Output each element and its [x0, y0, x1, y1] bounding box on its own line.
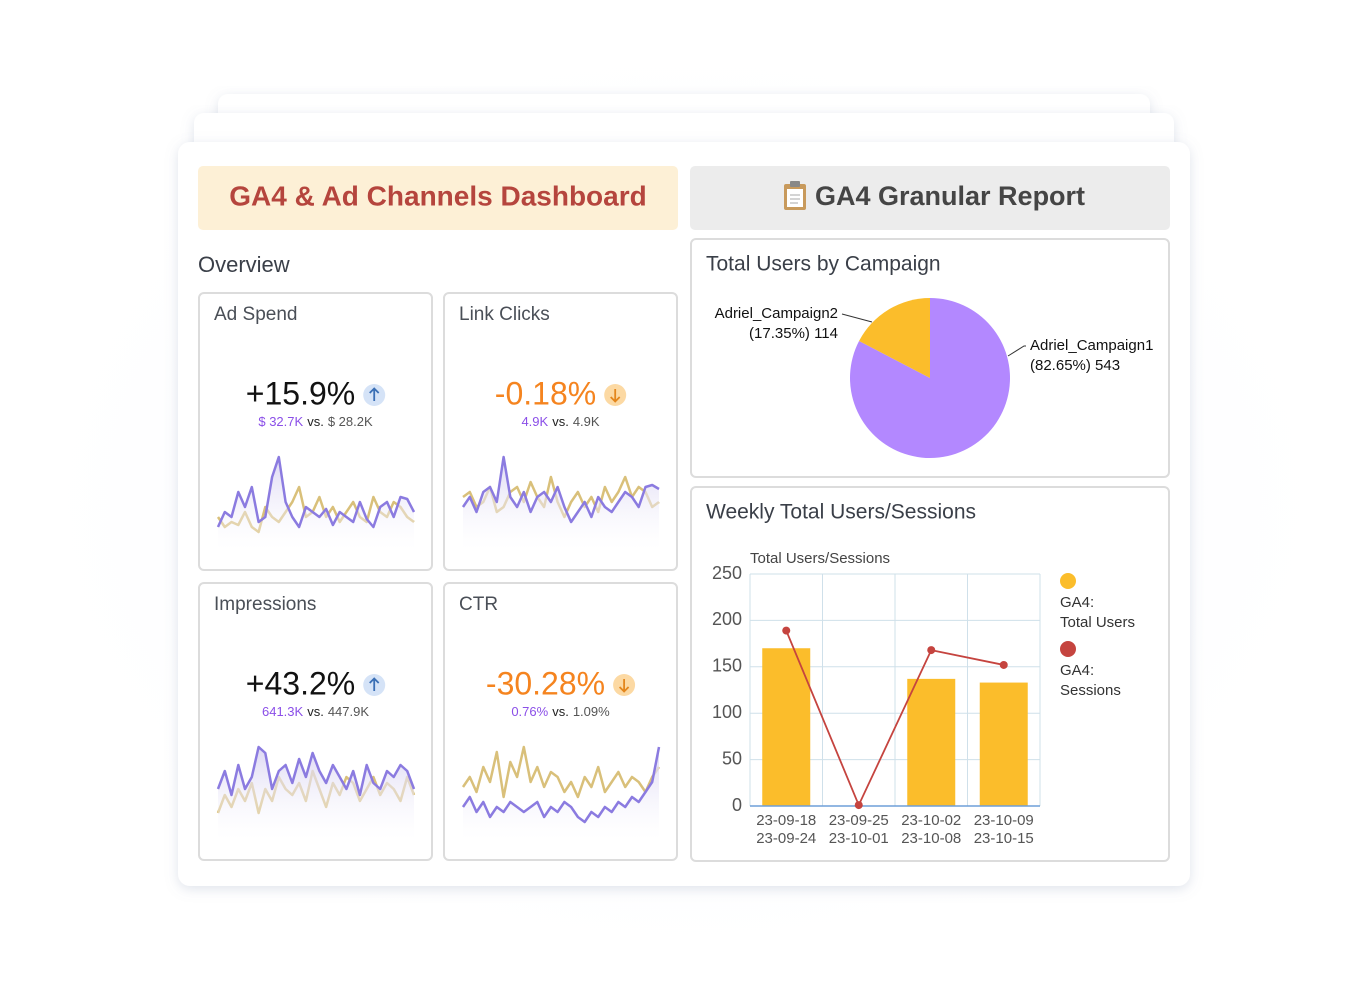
report-button-label[interactable]: GA4 Granular Report [815, 181, 1085, 211]
y-tick-label: 100 [712, 702, 742, 722]
chart-title: Weekly Total Users/Sessions [706, 501, 976, 524]
chart-title: Total Users by Campaign [706, 253, 941, 276]
section-title: Overview [198, 252, 290, 277]
x-tick-label: 23-09-25 23-10-01 [829, 812, 889, 847]
sparkline-area [463, 457, 659, 550]
kpi-comparison: $ 32.7K vs. $ 28.2K [258, 414, 373, 429]
kpi-change: -30.28% [486, 665, 605, 701]
pie-label: Adriel_Campaign2 [715, 305, 838, 322]
pie-slice [859, 298, 930, 378]
x-tick-line: 23-10-15 [974, 830, 1034, 847]
kpi-previous: $ 28.2K [328, 414, 373, 429]
kpi-vs: vs. [552, 704, 569, 719]
bar [907, 678, 956, 806]
sparkline [216, 455, 416, 529]
sparkline-area [463, 747, 659, 840]
leader-line [841, 313, 873, 323]
x-tick-line: 23-10-08 [901, 830, 961, 847]
kpi-title: Ad Spend [214, 304, 297, 325]
x-tick-line: 23-10-09 [974, 812, 1034, 829]
kpi-current: 0.76% [511, 704, 548, 719]
trend-arrow [369, 677, 380, 691]
kpi-vs: vs. [552, 414, 569, 429]
y-tick-label: 50 [722, 748, 742, 768]
kpi-previous: 4.9K [573, 414, 600, 429]
sparkline [216, 745, 416, 797]
x-tick-line: 23-09-24 [756, 830, 816, 847]
sparkline [461, 455, 660, 524]
line-point [782, 626, 791, 635]
trend-arrow [618, 679, 630, 693]
kpi-comparison: 641.3K vs. 447.9K [262, 704, 369, 719]
report-button[interactable] [690, 166, 1170, 230]
kpi-change: +43.2% [246, 665, 355, 701]
y-axis-title: Total Users/Sessions [750, 550, 890, 567]
kpi-current: $ 32.7K [258, 414, 303, 429]
sparkline [461, 746, 661, 824]
kpi-vs: vs. [307, 704, 324, 719]
kpi-vs: vs. [307, 414, 324, 429]
pie-value-label: (17.35%) 114 [749, 325, 838, 342]
y-tick-label: 250 [712, 563, 742, 583]
x-tick-label: 23-09-18 23-09-24 [756, 812, 816, 847]
kpi-change: -0.18% [495, 375, 596, 411]
bar [979, 682, 1028, 806]
y-tick-label: 0 [732, 795, 742, 815]
trend-arrow [610, 389, 621, 403]
sparkline-area [218, 747, 414, 840]
dashboard-tab[interactable] [198, 166, 678, 230]
pie-value-label: (82.65%) 543 [1030, 357, 1120, 374]
kpi-previous: 447.9K [328, 704, 370, 719]
kpi-current: 641.3K [262, 704, 304, 719]
kpi-title: CTR [459, 594, 498, 615]
legend-marker [1060, 641, 1076, 657]
legend-label: GA4: Total Users [1060, 594, 1136, 631]
trend-arrow [369, 387, 380, 401]
line [785, 630, 1004, 808]
x-tick-label: 23-10-02 23-10-08 [901, 812, 961, 847]
line-point [927, 646, 936, 655]
line-point [999, 660, 1008, 669]
legend-marker [1060, 573, 1076, 589]
x-tick-line: 23-10-01 [829, 830, 889, 847]
x-tick-line: 23-09-18 [756, 812, 816, 829]
y-tick-label: 150 [712, 656, 742, 676]
legend-label: GA4: Sessions [1060, 662, 1121, 699]
kpi-comparison: 0.76% vs. 1.09% [511, 704, 610, 719]
kpi-current: 4.9K [521, 414, 548, 429]
x-tick-line: 23-10-02 [901, 812, 961, 829]
kpi-previous: 1.09% [573, 704, 610, 719]
line-point [854, 801, 863, 810]
x-tick-label: 23-10-09 23-10-15 [974, 812, 1034, 847]
kpi-title: Link Clicks [459, 304, 550, 325]
pie-label: Adriel_Campaign1 [1030, 337, 1153, 354]
dashboard-title: GA4 & Ad Channels Dashboard [229, 180, 646, 211]
x-tick-line: 23-09-25 [829, 812, 889, 829]
clipboard-icon [784, 181, 806, 210]
kpi-title: Impressions [214, 594, 316, 615]
sparkline-area [218, 457, 414, 550]
leader-line [1007, 345, 1026, 357]
combo-panel [690, 486, 1170, 862]
kpi-change: +15.9% [246, 375, 355, 411]
bar [762, 648, 811, 806]
sparkline [461, 745, 661, 799]
y-tick-label: 200 [712, 609, 742, 629]
kpi-comparison: 4.9K vs. 4.9K [521, 414, 599, 429]
